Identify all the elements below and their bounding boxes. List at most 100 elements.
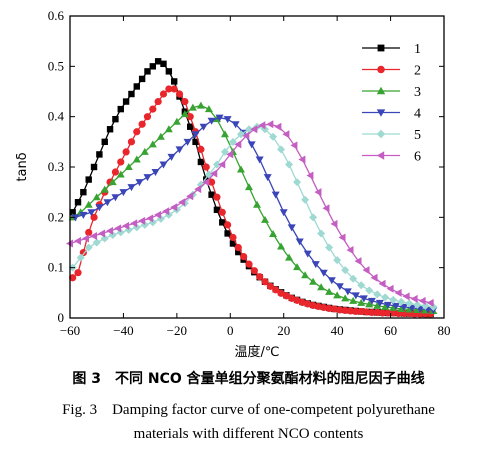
series-4-point: [167, 153, 176, 161]
series-4-point: [255, 156, 264, 164]
series-3-point: [333, 291, 342, 299]
series-1-point: [106, 126, 114, 133]
series-4-point: [383, 301, 392, 309]
series-1-point: [187, 123, 194, 130]
series-2-point: [85, 228, 93, 237]
series-3-point: [325, 287, 334, 295]
series-6-point: [130, 219, 138, 228]
series-1-point: [192, 138, 199, 146]
figure-caption-chinese: 图 3 不同 NCO 含量单组分聚氨酯材料的阻尼因子曲线: [72, 371, 425, 387]
series-1-point: [224, 230, 231, 237]
series-2-point: [277, 289, 285, 297]
series-2-point: [357, 307, 365, 316]
series-6-point: [290, 141, 298, 150]
series-1-point: [154, 58, 162, 65]
series-3-point: [269, 229, 278, 237]
series-4-point: [159, 161, 168, 169]
series-2-point: [218, 208, 226, 216]
series-3-point: [180, 110, 189, 118]
series-2-point: [266, 282, 274, 290]
series-1-point: [213, 206, 221, 213]
series-6-point: [98, 229, 106, 238]
series-2-point: [149, 105, 157, 113]
series-6-point: [90, 231, 98, 240]
legend-marker: [376, 151, 385, 160]
series-4-point: [335, 283, 344, 291]
legend-label: 3: [414, 85, 421, 100]
series-5-point: [349, 274, 358, 283]
series-3-point: [108, 178, 117, 186]
series-5-point: [212, 160, 221, 169]
series-3-point: [188, 103, 197, 111]
series-3-point: [317, 283, 326, 291]
series-1-point: [235, 248, 242, 256]
y-tick-label: 0.2: [48, 209, 64, 224]
series-6-point: [362, 266, 370, 275]
series-4-point: [199, 123, 208, 131]
series-4-point: [103, 199, 112, 207]
series-2: [69, 85, 435, 318]
series-1-point: [101, 138, 108, 146]
legend-label: 5: [414, 128, 421, 143]
series-6-point: [114, 224, 122, 233]
series-6-point: [330, 219, 338, 228]
figure-caption-english-line-2: materials with different NCO contents: [133, 426, 364, 442]
series-3-point: [84, 200, 93, 208]
series-6-point: [370, 273, 378, 282]
series-1-point: [229, 240, 237, 247]
series-5-point: [389, 295, 398, 304]
y-tick-label: 0: [58, 310, 65, 325]
x-tick-label: 40: [331, 323, 344, 338]
series-4-point: [375, 299, 384, 307]
series-6-point: [178, 198, 186, 207]
x-tick-label: 60: [384, 323, 397, 338]
series-1-point: [122, 98, 130, 105]
series-3-point: [285, 253, 294, 261]
series-1-point: [160, 60, 167, 68]
x-tick-label: −60: [60, 323, 80, 338]
series-4-line: [75, 117, 434, 311]
legend-label: 6: [414, 150, 421, 165]
series-5-point: [405, 299, 414, 308]
series-1-point: [112, 115, 119, 123]
legend-label: 4: [414, 107, 421, 122]
series-2-point: [362, 308, 371, 316]
series-4-point: [399, 303, 408, 311]
series-3-point: [140, 147, 149, 155]
x-tick-label: 80: [438, 323, 451, 338]
series-4-point: [151, 169, 160, 177]
series-5-point: [325, 243, 334, 252]
series-4-point: [175, 146, 184, 154]
legend-marker: [376, 109, 386, 117]
series-2-point: [170, 85, 178, 93]
series-4-point: [191, 131, 200, 139]
series-6-point: [354, 257, 362, 266]
series-6-point: [418, 296, 426, 305]
series-4-point: [127, 184, 136, 192]
y-tick-label: 0.6: [48, 8, 65, 23]
series-2-point: [389, 309, 397, 317]
series-3-point: [309, 277, 318, 285]
series-6-point: [314, 188, 322, 197]
series-4-point: [279, 209, 288, 217]
series-5-point: [341, 266, 350, 275]
series-4-point: [311, 261, 320, 269]
series-3-point: [132, 155, 141, 163]
series-4-point: [247, 141, 256, 149]
figure-caption-english-line-1: Fig. 3 Damping factor curve of one-compe…: [62, 402, 435, 418]
series-3-point: [148, 140, 157, 148]
series-2-point: [154, 97, 162, 106]
legend-marker: [377, 65, 385, 74]
series-2-point: [133, 128, 141, 136]
series-2-point: [127, 138, 136, 146]
legend-entry-4: 4: [362, 107, 421, 122]
series-3-point: [277, 242, 286, 250]
series-5-point: [397, 297, 406, 306]
series-6-point: [202, 178, 210, 187]
series-2-point: [282, 292, 290, 300]
series-1-point: [165, 68, 173, 75]
legend-marker: [376, 129, 386, 139]
series-5: [68, 122, 438, 311]
series-3-point: [164, 125, 173, 133]
series-5-point: [373, 290, 382, 299]
